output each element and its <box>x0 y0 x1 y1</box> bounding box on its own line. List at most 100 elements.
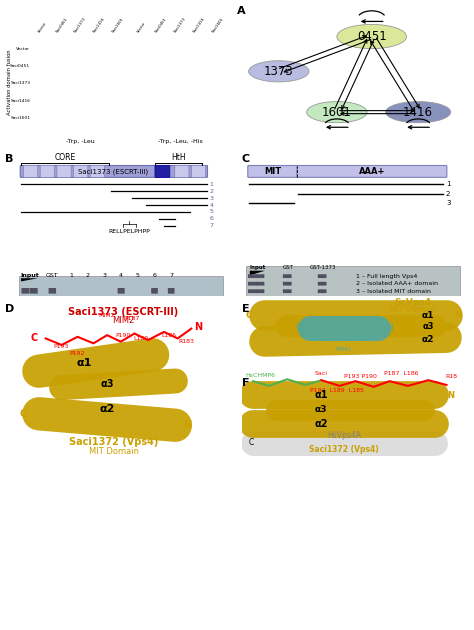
FancyBboxPatch shape <box>151 288 158 294</box>
Circle shape <box>36 42 49 56</box>
Text: Vector: Vector <box>137 21 147 33</box>
Text: 7: 7 <box>210 224 214 229</box>
Circle shape <box>177 97 183 104</box>
Text: 1: 1 <box>446 181 450 187</box>
Text: MIM1: MIM1 <box>336 346 352 352</box>
Text: C: C <box>19 409 27 419</box>
Text: Saci1416: Saci1416 <box>192 16 206 33</box>
Text: A: A <box>237 6 246 16</box>
Text: 2 – Isolated AAA+ domain: 2 – Isolated AAA+ domain <box>356 282 438 287</box>
Text: -Trp, -Leu, -His: -Trp, -Leu, -His <box>158 139 202 144</box>
FancyBboxPatch shape <box>248 289 257 293</box>
Ellipse shape <box>248 60 309 82</box>
FancyBboxPatch shape <box>155 165 170 178</box>
Text: ScVps2 (ESCRT-III): ScVps2 (ESCRT-III) <box>316 338 373 343</box>
FancyBboxPatch shape <box>156 165 170 178</box>
Text: P190: P190 <box>115 333 131 338</box>
Text: 4: 4 <box>210 202 214 207</box>
FancyBboxPatch shape <box>255 282 264 285</box>
Text: 2: 2 <box>86 273 90 278</box>
Text: 3: 3 <box>210 195 214 200</box>
Circle shape <box>74 94 87 108</box>
Text: C: C <box>242 154 250 164</box>
Circle shape <box>211 60 225 73</box>
FancyBboxPatch shape <box>48 288 56 294</box>
Text: Saci1416: Saci1416 <box>10 99 30 103</box>
Text: Input: Input <box>249 265 265 270</box>
Text: CORE: CORE <box>54 153 75 162</box>
Text: MIT: MIT <box>264 167 281 176</box>
Text: GST-1373: GST-1373 <box>310 265 336 270</box>
Text: α2: α2 <box>315 419 328 428</box>
FancyBboxPatch shape <box>20 166 208 178</box>
Circle shape <box>136 43 149 56</box>
Circle shape <box>155 112 168 124</box>
Text: 6: 6 <box>210 217 214 222</box>
Text: Vector: Vector <box>37 21 48 33</box>
Ellipse shape <box>307 101 367 123</box>
Text: Saci1601: Saci1601 <box>112 16 125 33</box>
Text: α3: α3 <box>315 405 328 414</box>
Text: AAA+: AAA+ <box>359 167 385 176</box>
Circle shape <box>211 112 225 124</box>
Circle shape <box>177 80 183 87</box>
Circle shape <box>211 43 225 56</box>
Circle shape <box>211 94 225 107</box>
Circle shape <box>177 114 183 121</box>
Circle shape <box>55 77 68 90</box>
Circle shape <box>74 111 87 125</box>
Text: Saci: Saci <box>315 371 328 376</box>
Text: N: N <box>447 391 455 400</box>
Text: 1416: 1416 <box>403 106 433 118</box>
Circle shape <box>196 80 202 87</box>
Polygon shape <box>21 278 38 282</box>
Circle shape <box>36 77 49 90</box>
Text: 7: 7 <box>169 273 173 278</box>
FancyBboxPatch shape <box>297 166 447 178</box>
Circle shape <box>93 111 106 125</box>
Text: P193 P190: P193 P190 <box>344 374 376 379</box>
Text: HtH: HtH <box>171 153 186 162</box>
Bar <box>246 266 460 296</box>
Text: E: E <box>242 304 249 314</box>
Circle shape <box>74 77 87 90</box>
Circle shape <box>36 60 49 73</box>
Circle shape <box>93 60 106 73</box>
Circle shape <box>136 112 149 124</box>
Circle shape <box>112 60 125 73</box>
FancyBboxPatch shape <box>90 165 104 178</box>
FancyBboxPatch shape <box>248 166 298 178</box>
Circle shape <box>192 112 206 124</box>
Polygon shape <box>250 271 265 275</box>
Text: MIT Domain: MIT Domain <box>89 447 139 456</box>
Text: Saci0451: Saci0451 <box>10 64 30 69</box>
Text: Saci1373 (ESCRT-III): Saci1373 (ESCRT-III) <box>68 307 178 318</box>
Text: MIT Domain: MIT Domain <box>390 305 435 314</box>
FancyBboxPatch shape <box>283 289 292 293</box>
Text: HsVps4A: HsVps4A <box>327 432 361 440</box>
FancyBboxPatch shape <box>248 274 257 278</box>
Circle shape <box>192 60 206 73</box>
Text: Saci1372 (Vps4): Saci1372 (Vps4) <box>309 445 379 454</box>
Text: α1: α1 <box>315 391 328 400</box>
Text: Vector: Vector <box>17 47 30 51</box>
Text: 5: 5 <box>136 273 140 278</box>
Circle shape <box>192 94 206 107</box>
Circle shape <box>55 111 68 125</box>
Text: α3: α3 <box>100 379 114 389</box>
Circle shape <box>177 63 183 70</box>
FancyBboxPatch shape <box>318 289 327 293</box>
Circle shape <box>93 42 106 56</box>
Text: 5: 5 <box>210 210 214 214</box>
Text: B: B <box>5 154 13 164</box>
Text: Saci1373: Saci1373 <box>10 81 30 86</box>
Text: -Trp, -Leu: -Trp, -Leu <box>66 139 95 144</box>
Circle shape <box>36 94 49 108</box>
Circle shape <box>158 80 164 87</box>
Circle shape <box>173 43 187 56</box>
Text: Saci1372 (Vps4): Saci1372 (Vps4) <box>69 437 159 447</box>
Circle shape <box>112 77 125 90</box>
Circle shape <box>136 94 149 107</box>
Text: C: C <box>31 333 38 343</box>
FancyBboxPatch shape <box>24 165 38 178</box>
